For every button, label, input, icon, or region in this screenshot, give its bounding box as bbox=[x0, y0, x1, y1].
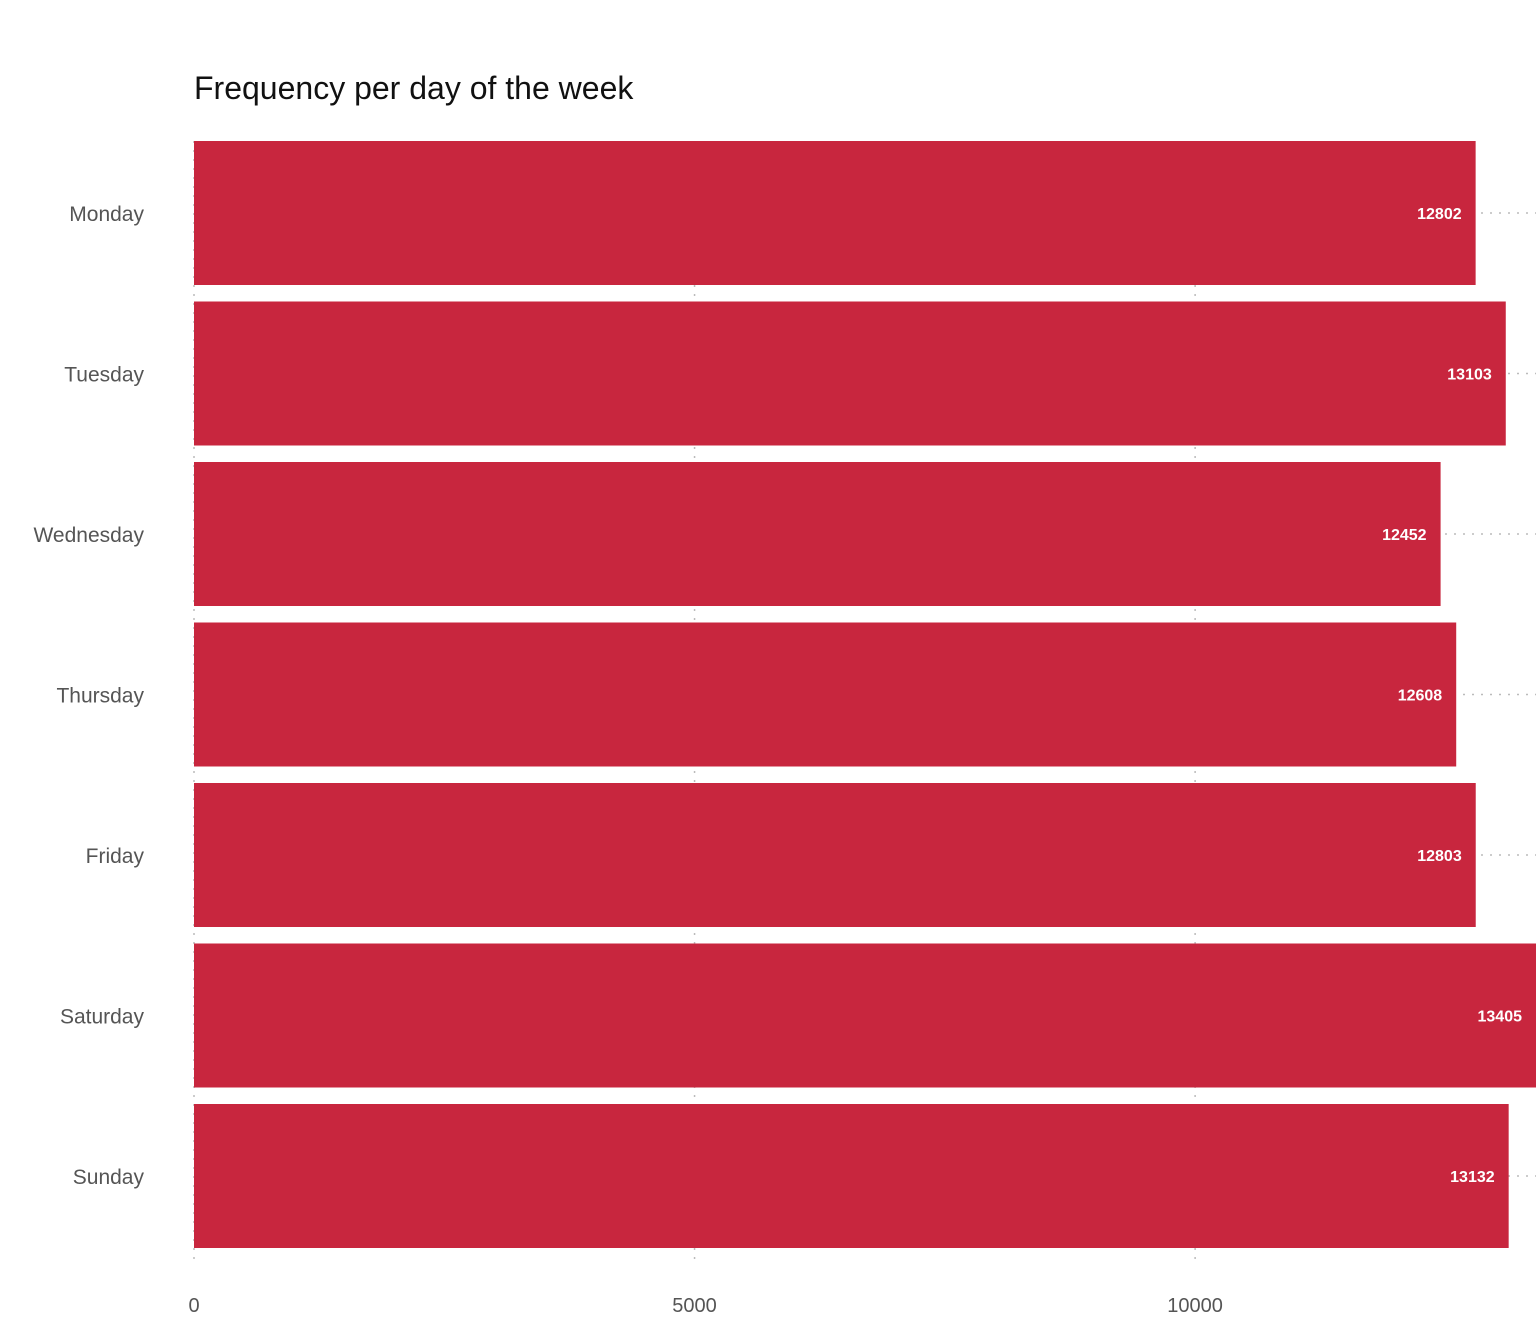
category-label-friday: Friday bbox=[86, 845, 145, 868]
data-label-thursday: 12608 bbox=[1398, 688, 1443, 705]
category-label-thursday: Thursday bbox=[56, 685, 144, 708]
bar-tuesday bbox=[194, 301, 1506, 446]
x-axis-ticks: 0 5000 10000 bbox=[188, 1295, 1222, 1317]
category-label-sunday: Sunday bbox=[73, 1166, 145, 1189]
category-labels: Monday Tuesday Wednesday Thursday Friday Satu… bbox=[33, 203, 144, 1189]
chart-title: Frequency per day of the week bbox=[194, 70, 634, 106]
bar-saturday bbox=[194, 943, 1536, 1088]
category-label-saturday: Saturday bbox=[60, 1006, 145, 1029]
data-label-wednesday: 12452 bbox=[1382, 527, 1427, 544]
data-label-sunday: 13132 bbox=[1450, 1169, 1495, 1186]
x-tick-label-0: 0 bbox=[188, 1295, 199, 1317]
bar-thursday bbox=[194, 622, 1457, 767]
category-label-tuesday: Tuesday bbox=[64, 364, 144, 387]
data-label-saturday: 13405 bbox=[1478, 1009, 1523, 1026]
data-label-tuesday: 13103 bbox=[1447, 367, 1492, 384]
x-tick-label-5000: 5000 bbox=[672, 1295, 717, 1317]
bars-layer: 12802 13103 12452 12608 12803 13405 13132 bbox=[194, 141, 1536, 1248]
category-label-wednesday: Wednesday bbox=[33, 524, 144, 547]
bar-monday bbox=[194, 141, 1476, 285]
data-label-friday: 12803 bbox=[1417, 848, 1462, 865]
bar-friday bbox=[194, 783, 1476, 927]
data-label-monday: 12802 bbox=[1417, 206, 1462, 223]
x-tick-label-10000: 10000 bbox=[1167, 1295, 1223, 1317]
bar-wednesday bbox=[194, 462, 1441, 606]
bar-sunday bbox=[194, 1104, 1509, 1248]
category-label-monday: Monday bbox=[69, 203, 144, 226]
